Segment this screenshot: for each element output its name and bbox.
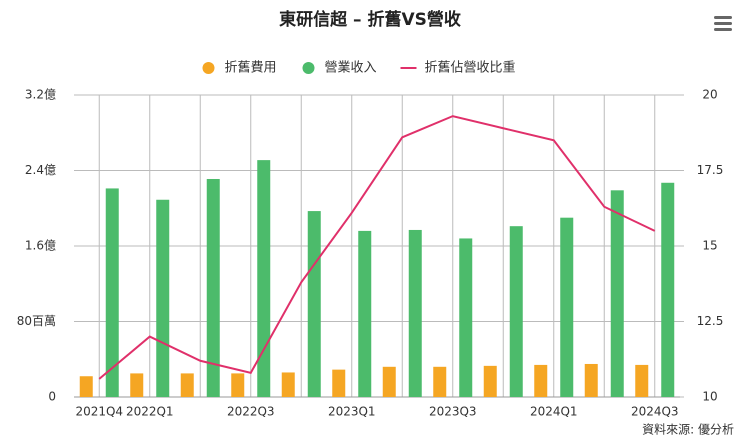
chart-title: 東研信超 – 折舊VS營收 [279, 9, 461, 30]
bar [105, 188, 119, 397]
bar [231, 373, 245, 397]
bar [635, 364, 649, 397]
bar [459, 238, 473, 397]
y-tick-label: 3.2億 [25, 88, 56, 102]
bar [79, 376, 93, 397]
bar [560, 217, 574, 397]
y2-tick-label: 17.5 [697, 163, 724, 177]
y2-tick-label: 20 [702, 88, 717, 102]
bar [661, 182, 675, 397]
bar [281, 372, 295, 397]
y-tick-label: 2.4億 [25, 163, 56, 177]
line [98, 115, 656, 380]
bar [180, 373, 194, 397]
x-tick-label: 2023Q1 [328, 405, 376, 419]
bar [130, 373, 144, 397]
bar [358, 230, 372, 397]
y2-tick-label: 10 [702, 390, 717, 404]
bar [382, 366, 396, 397]
bar [509, 226, 523, 397]
bar [584, 363, 598, 397]
menu-bar [714, 28, 732, 31]
y-tick-label: 80百萬 [17, 314, 56, 328]
menu-bar [714, 22, 732, 25]
legend-label: 折舊費用 [225, 61, 277, 76]
bar [408, 229, 422, 397]
bar [156, 199, 170, 397]
x-tick-label: 2021Q4 [75, 405, 123, 419]
legend-label: 營業收入 [325, 60, 377, 76]
legend-marker [302, 62, 315, 74]
legend-marker [202, 62, 215, 74]
y2-tick-label: 15 [702, 239, 717, 253]
bar [433, 366, 447, 397]
source-note: 資料來源: 優分析 [642, 423, 734, 437]
bar [534, 364, 548, 397]
menu-bar [714, 16, 732, 19]
bar [206, 178, 220, 397]
bar [610, 190, 624, 397]
legend: 折舊費用 營業收入 折舊佔營收比重 [202, 60, 516, 76]
x-tick-label: 2023Q3 [429, 405, 477, 419]
bar [307, 211, 321, 397]
x-tick-label: 2024Q3 [631, 405, 679, 419]
bar [483, 365, 497, 397]
x-tick-label: 2022Q1 [126, 405, 174, 419]
bar [257, 160, 271, 397]
menu-icon[interactable] [714, 16, 732, 31]
y2-tick-label: 12.5 [697, 314, 724, 328]
x-tick-label: 2022Q3 [227, 405, 275, 419]
x-tick-label: 2024Q1 [530, 405, 578, 419]
y-tick-label: 0 [48, 390, 56, 404]
legend-label: 折舊佔營收比重 [425, 60, 516, 76]
bar [332, 369, 346, 397]
y-tick-label: 1.6億 [25, 239, 56, 253]
